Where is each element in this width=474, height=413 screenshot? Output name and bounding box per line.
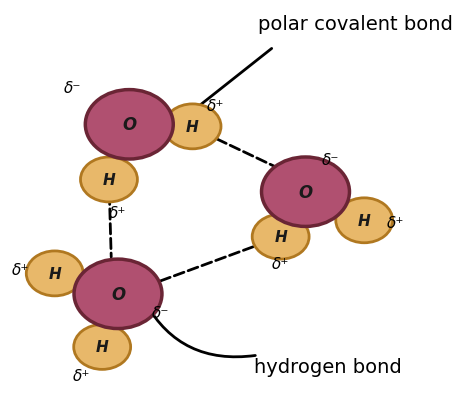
Ellipse shape	[164, 104, 221, 150]
Text: O: O	[122, 116, 137, 134]
Ellipse shape	[336, 198, 392, 243]
Text: δ⁻: δ⁻	[64, 81, 82, 96]
Text: δ⁻: δ⁻	[322, 152, 339, 167]
Text: δ⁺: δ⁺	[12, 262, 29, 277]
Text: H: H	[274, 230, 287, 244]
Ellipse shape	[81, 158, 137, 202]
Text: H: H	[102, 173, 115, 188]
Text: polar covalent bond: polar covalent bond	[258, 15, 453, 34]
Text: δ⁺: δ⁺	[272, 256, 289, 271]
Text: H: H	[48, 266, 61, 281]
Text: δ⁺: δ⁺	[387, 215, 404, 230]
Ellipse shape	[74, 259, 162, 329]
Text: H: H	[96, 339, 109, 354]
Ellipse shape	[85, 90, 173, 160]
Text: H: H	[186, 120, 199, 135]
Ellipse shape	[74, 325, 131, 370]
Text: O: O	[111, 285, 125, 303]
Ellipse shape	[262, 158, 349, 227]
Text: O: O	[299, 183, 312, 201]
Ellipse shape	[26, 252, 83, 296]
Text: δ⁺: δ⁺	[207, 99, 224, 114]
Text: δ⁺: δ⁺	[73, 368, 91, 383]
Text: H: H	[358, 213, 371, 228]
Text: δ⁻: δ⁻	[152, 305, 170, 320]
Text: δ⁺: δ⁺	[109, 205, 127, 220]
Text: hydrogen bond: hydrogen bond	[254, 357, 402, 375]
Ellipse shape	[252, 215, 309, 259]
